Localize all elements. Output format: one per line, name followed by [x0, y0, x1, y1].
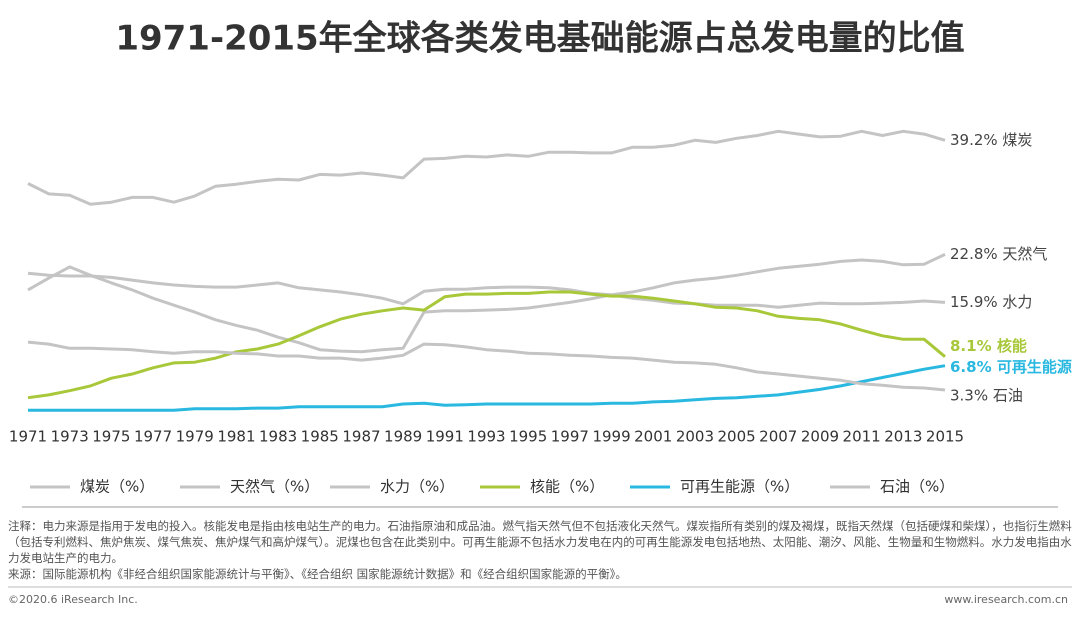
x-tick-label: 2013 [884, 428, 922, 446]
x-tick-label: 1985 [301, 428, 339, 446]
end-label: 15.9% 水力 [950, 293, 1032, 311]
x-tick-label: 1995 [509, 428, 547, 446]
series-line [28, 364, 946, 412]
end-label: 6.8% 可再生能源 [950, 358, 1072, 376]
legend-label: 煤炭（%） [80, 478, 154, 496]
x-tick-label: 1999 [592, 428, 630, 446]
x-tick-label: 1971 [9, 428, 47, 446]
series-line [27, 271, 946, 309]
x-tick-label: 1993 [467, 428, 505, 446]
legend-label: 天然气（%） [230, 478, 319, 496]
x-tick-label: 1979 [176, 428, 214, 446]
legend-label: 可再生能源（%） [680, 478, 799, 496]
x-tick-label: 1981 [217, 428, 255, 446]
legend-label: 核能（%） [530, 478, 604, 496]
series-line [27, 290, 946, 400]
x-tick-label: 1987 [342, 428, 380, 446]
x-tick-label: 2005 [717, 428, 755, 446]
x-tick-label: 2011 [843, 428, 881, 446]
x-tick-label: 1975 [92, 428, 130, 446]
x-tick-label: 1983 [259, 428, 297, 446]
end-label: 39.2% 煤炭 [950, 131, 1032, 149]
end-label: 8.1% 核能 [950, 337, 1027, 355]
website: www.iresearch.com.cn [944, 593, 1068, 606]
x-tick-label: 2003 [676, 428, 714, 446]
x-tick-label: 2007 [759, 428, 797, 446]
x-tick-label: 1973 [51, 428, 89, 446]
x-tick-label: 2001 [634, 428, 672, 446]
end-label: 22.8% 天然气 [950, 245, 1047, 263]
series-line [27, 253, 946, 354]
x-tick-label: 1997 [551, 428, 589, 446]
x-tick-label: 1977 [134, 428, 172, 446]
x-tick-label: 1991 [426, 428, 464, 446]
source: 来源：国际能源机构《非经合组织国家能源统计与平衡》、《经合组织 国家能源统计数据… [8, 567, 627, 581]
chart-title: 1971-2015年全球各类发电基础能源占总发电量的比值 [115, 19, 964, 59]
x-tick-label: 1989 [384, 428, 422, 446]
series-line [27, 129, 946, 206]
series-line [27, 340, 946, 392]
end-label: 3.3% 石油 [950, 387, 1023, 405]
copyright: ©2020.6 iResearch Inc. [8, 593, 138, 606]
x-tick-label: 2009 [801, 428, 839, 446]
legend-label: 石油（%） [880, 478, 954, 496]
notes: 注释：电力来源是指用于发电的投入。核能发电是指由核电站生产的电力。石油指原油和成… [8, 518, 1072, 582]
legend-label: 水力（%） [380, 478, 454, 496]
x-tick-label: 2015 [926, 428, 964, 446]
note: 注释：电力来源是指用于发电的投入。核能发电是指由核电站生产的电力。石油指原油和成… [8, 519, 1072, 565]
